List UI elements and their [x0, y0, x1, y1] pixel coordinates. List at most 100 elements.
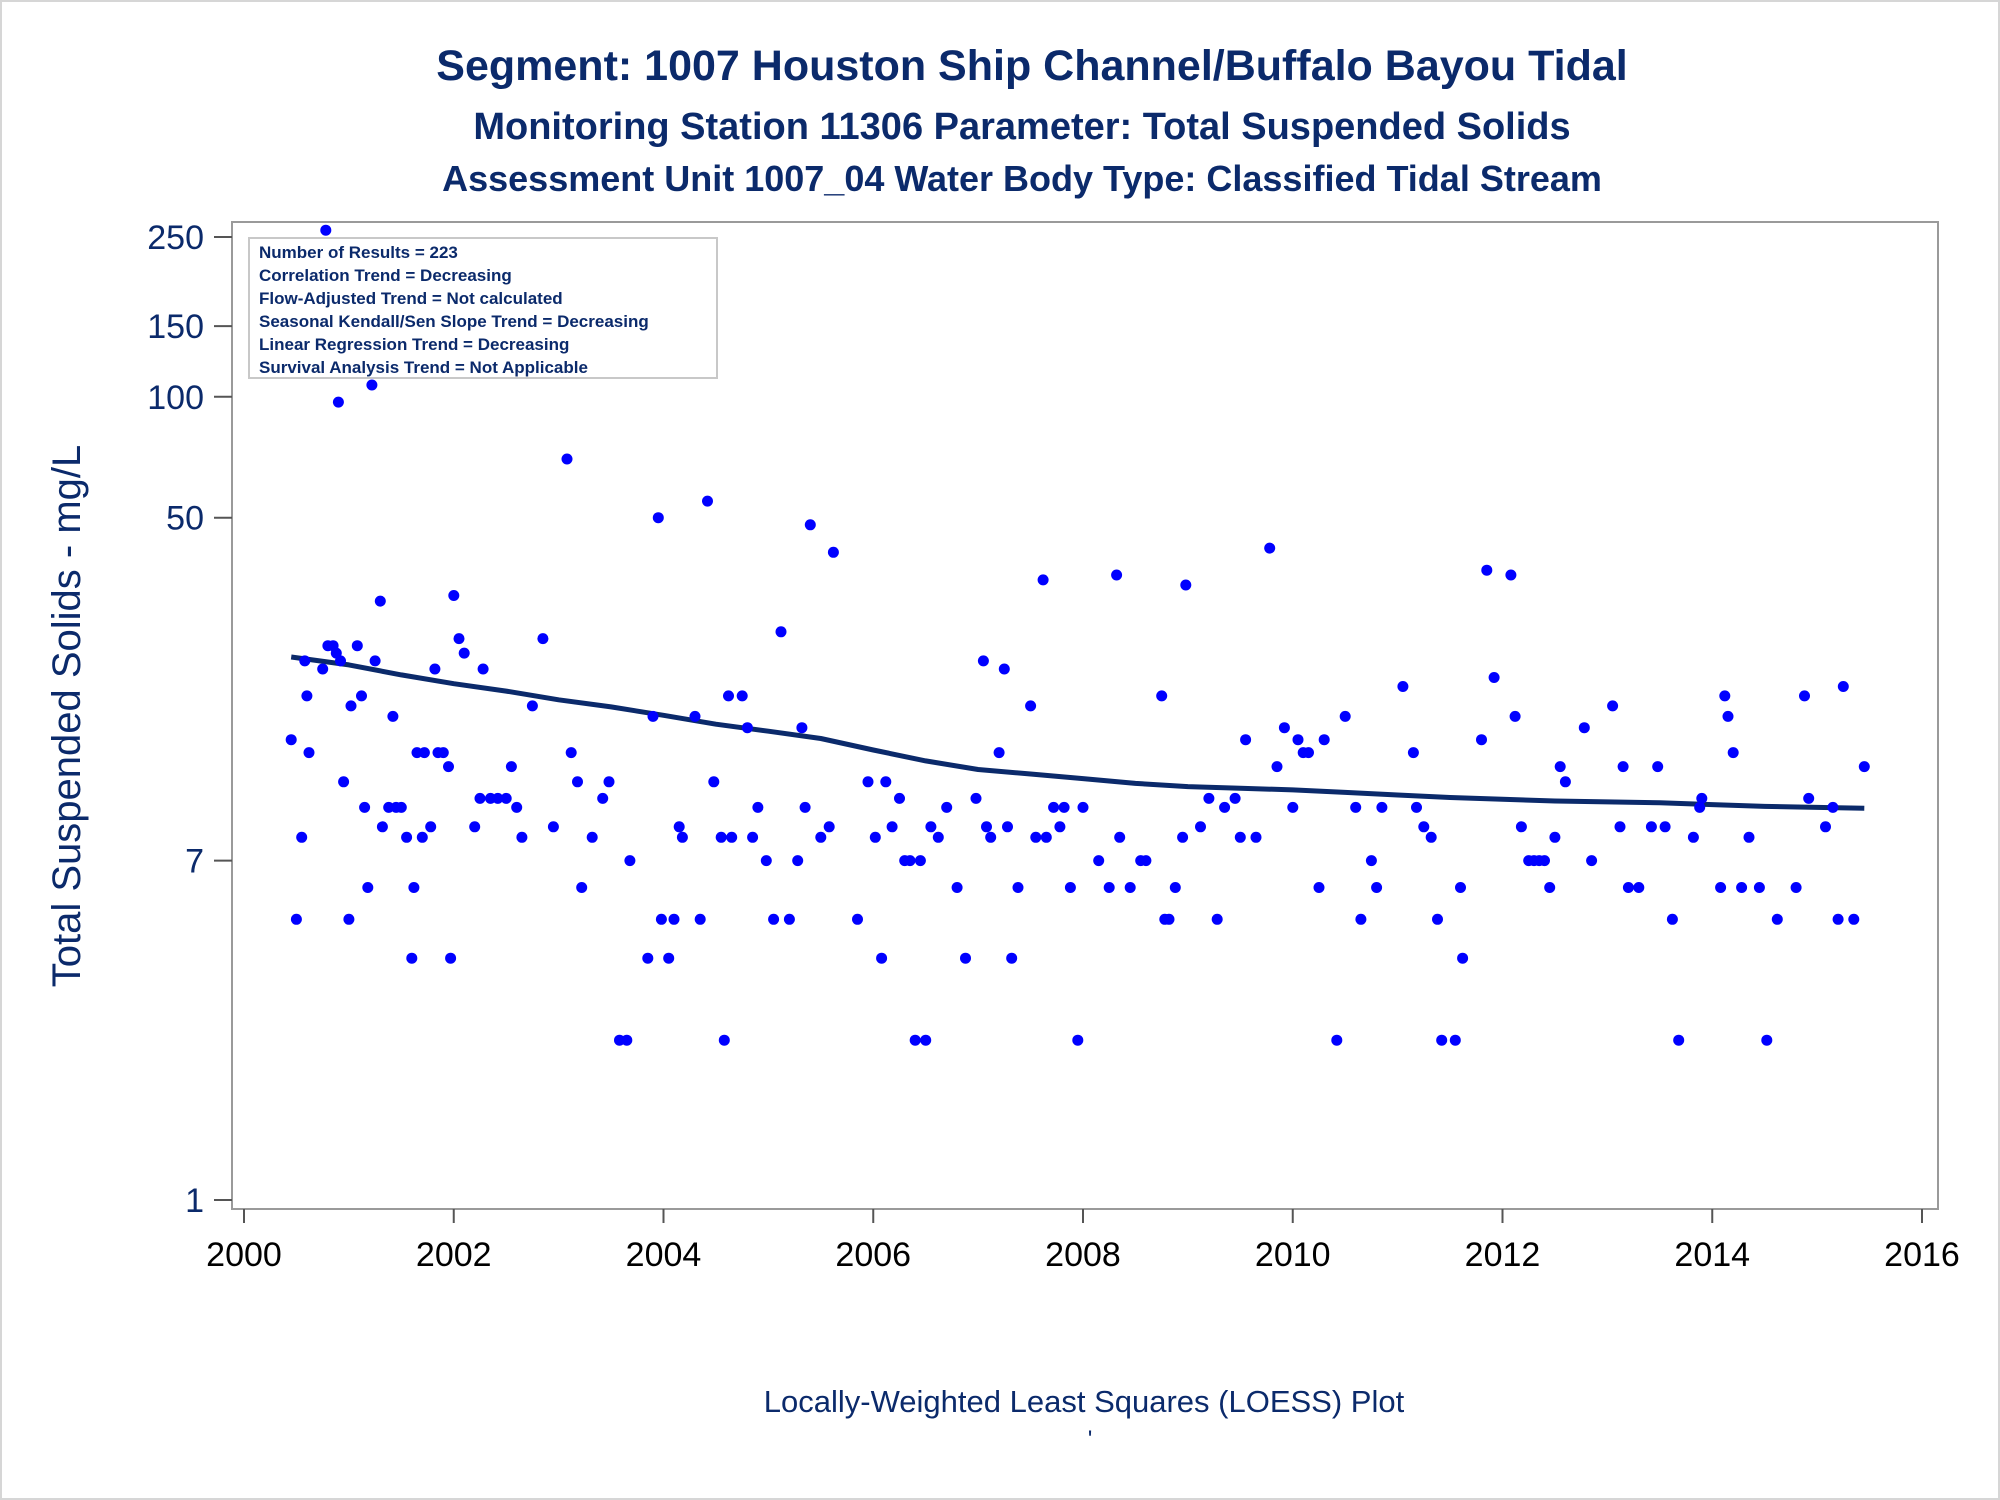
data-point	[715, 831, 727, 843]
data-point	[1578, 722, 1590, 734]
data-point	[932, 831, 944, 843]
data-point	[576, 882, 588, 893]
data-point	[876, 952, 888, 964]
data-point	[1250, 831, 1262, 843]
chart-title: Segment: 1007 Houston Ship Channel/Buffa…	[436, 42, 1627, 90]
data-point	[1114, 831, 1126, 843]
data-point	[374, 595, 386, 607]
data-point	[1271, 761, 1283, 773]
data-point	[689, 710, 701, 722]
data-point	[624, 855, 636, 867]
data-point	[505, 761, 517, 773]
data-point	[395, 801, 407, 813]
data-point	[597, 792, 609, 804]
data-point	[941, 801, 953, 813]
data-point	[458, 647, 470, 659]
data-point	[1515, 821, 1527, 833]
x-tick-label: 2006	[835, 1236, 911, 1274]
loess-line-layer	[290, 654, 1865, 811]
stats-box: Number of Results = 223 Correlation Tren…	[248, 237, 718, 379]
data-point	[1586, 855, 1598, 867]
data-point	[894, 792, 905, 804]
data-point	[1837, 681, 1849, 692]
data-point	[1355, 913, 1367, 925]
data-point	[1278, 722, 1290, 734]
data-point	[823, 821, 835, 833]
data-point	[418, 747, 430, 759]
data-point	[1211, 913, 1223, 925]
data-point	[1736, 882, 1748, 893]
data-point	[1457, 952, 1469, 964]
data-point	[387, 710, 399, 722]
data-point	[1722, 710, 1734, 722]
y-tick-label: 150	[147, 308, 204, 346]
data-point	[586, 831, 598, 843]
chart-subtitle-2: Assessment Unit 1007_04 Water Body Type:…	[442, 158, 1602, 199]
data-point	[1407, 747, 1419, 759]
data-point	[1753, 882, 1765, 893]
data-point	[977, 655, 989, 667]
data-point	[376, 821, 388, 833]
data-point	[526, 700, 538, 712]
data-point	[1848, 913, 1860, 925]
y-axis-label: Total Suspended Solids - mg/L	[45, 445, 89, 988]
data-point	[345, 700, 357, 712]
data-point	[1554, 761, 1566, 773]
stats-line: Number of Results = 223	[259, 243, 458, 262]
data-point	[437, 747, 449, 759]
data-point	[603, 776, 615, 788]
y-tick-label: 1	[185, 1182, 204, 1220]
data-point	[401, 831, 413, 843]
data-point	[1715, 882, 1727, 893]
data-point	[1505, 569, 1517, 581]
data-point	[537, 633, 549, 645]
data-point	[1617, 761, 1629, 773]
data-point	[925, 821, 937, 833]
data-point	[477, 663, 489, 675]
data-point	[827, 546, 839, 558]
data-point	[285, 734, 297, 746]
data-point	[572, 776, 583, 788]
x-tick-label: 2012	[1465, 1236, 1541, 1274]
data-point	[1292, 734, 1304, 746]
plot-area	[231, 221, 1939, 1210]
data-point	[981, 821, 992, 833]
data-point	[960, 952, 971, 964]
data-point	[290, 913, 302, 925]
data-point	[1418, 821, 1430, 833]
x-tick-label: 2014	[1674, 1236, 1750, 1274]
data-point	[647, 710, 659, 722]
data-point	[869, 831, 881, 843]
data-point	[702, 495, 713, 507]
data-point	[1696, 792, 1708, 804]
x-axis-label: Locally-Weighted Least Squares (LOESS) P…	[764, 1384, 1405, 1419]
data-point	[1072, 1034, 1084, 1046]
data-point	[1425, 831, 1437, 843]
data-point	[1645, 821, 1657, 833]
data-point	[760, 855, 772, 867]
data-point	[904, 855, 916, 867]
data-point	[1350, 801, 1362, 813]
data-point	[362, 882, 374, 893]
data-point	[723, 690, 734, 702]
data-point	[1339, 710, 1351, 722]
data-point	[338, 776, 350, 788]
data-point	[343, 913, 355, 925]
y-tick-label: 100	[147, 379, 204, 417]
data-point	[642, 952, 654, 964]
data-point	[985, 831, 997, 843]
x-tick-label: 2008	[1045, 1236, 1121, 1274]
data-point	[1827, 801, 1839, 813]
data-point	[1180, 579, 1192, 591]
data-point	[1037, 574, 1049, 586]
data-point	[453, 633, 465, 645]
data-point	[799, 801, 811, 813]
data-point	[1476, 734, 1487, 746]
x-axis: 2000 2002 2004 2006 2008 2010 2012 2014 2016	[206, 1209, 1960, 1274]
data-point	[993, 747, 1005, 759]
data-point	[474, 792, 486, 804]
data-point	[1614, 821, 1626, 833]
data-point	[1163, 913, 1175, 925]
y-tick-label: 7	[185, 843, 204, 881]
